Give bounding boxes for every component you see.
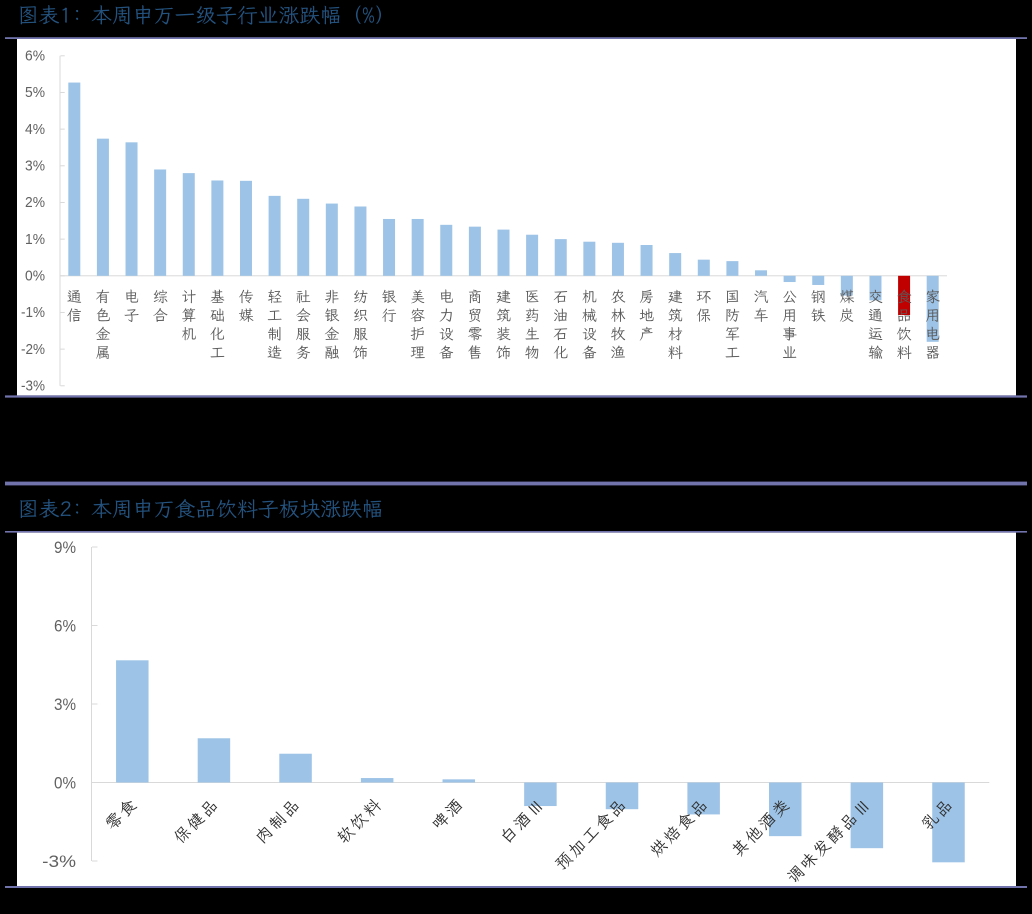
svg-text:-3%: -3% (42, 852, 76, 871)
svg-text:9%: 9% (54, 538, 76, 557)
svg-text:-2%: -2% (21, 342, 45, 358)
svg-text:6%: 6% (25, 49, 45, 65)
svg-text:4%: 4% (25, 122, 45, 138)
svg-text:0%: 0% (25, 269, 45, 285)
svg-text:-1%: -1% (21, 305, 45, 321)
svg-text:1%: 1% (25, 232, 45, 248)
svg-text:5%: 5% (25, 85, 45, 101)
svg-text:3%: 3% (54, 695, 76, 714)
svg-text:0%: 0% (54, 774, 76, 793)
svg-text:-3%: -3% (21, 379, 45, 395)
svg-text:6%: 6% (54, 617, 76, 636)
svg-text:3%: 3% (25, 159, 45, 175)
svg-text:2%: 2% (25, 195, 45, 211)
